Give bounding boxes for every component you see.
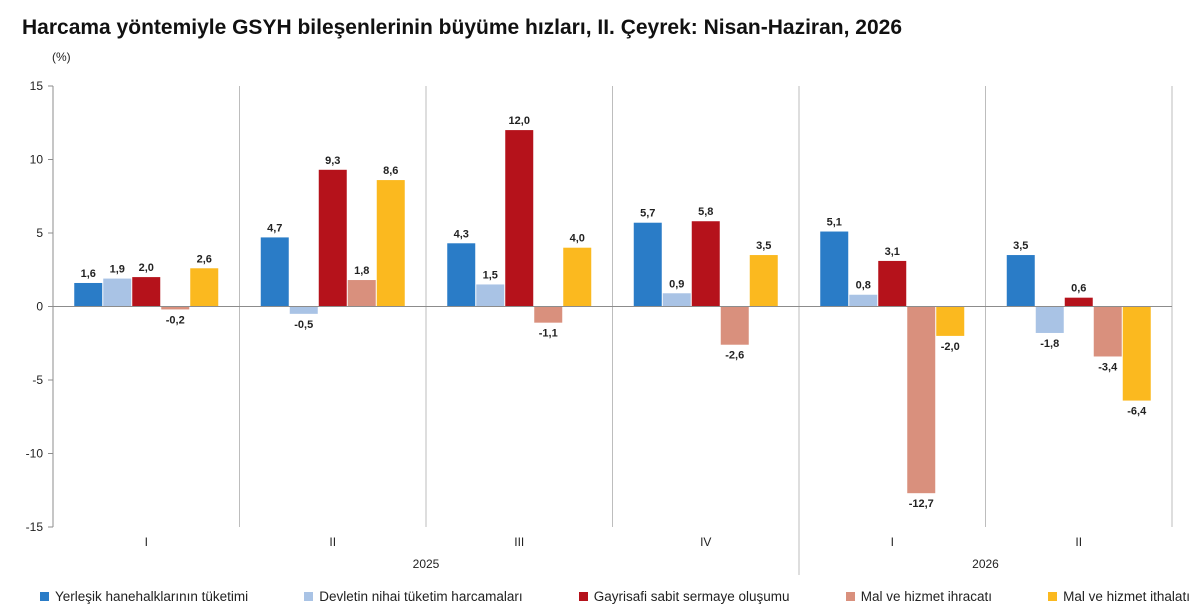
legend-swatch xyxy=(578,592,588,601)
legend-swatch xyxy=(1048,592,1058,601)
bar xyxy=(633,222,662,307)
bar-data-label: 1,5 xyxy=(483,269,498,281)
bar xyxy=(662,293,691,307)
chart-title: Harcama yöntemiyle GSYH bileşenlerinin b… xyxy=(22,16,903,39)
bar xyxy=(1006,255,1035,307)
legend-swatch xyxy=(304,592,314,601)
bar-data-label: 0,8 xyxy=(856,280,871,292)
bar-data-label: 0,6 xyxy=(1071,283,1086,295)
bar xyxy=(289,306,318,314)
legend-label: Gayrisafi sabit sermaye oluşumu xyxy=(593,589,790,604)
bar-data-label: 3,5 xyxy=(756,240,771,252)
year-label: 2025 xyxy=(413,557,440,571)
bar-data-label: -3,4 xyxy=(1098,361,1118,373)
bar-data-label: -2,0 xyxy=(941,341,960,353)
bar xyxy=(132,277,161,307)
bar-data-label: 1,9 xyxy=(110,264,125,276)
y-tick-label: -15 xyxy=(26,520,44,534)
bar-data-label: -6,4 xyxy=(1127,406,1147,418)
y-tick-label: 10 xyxy=(30,153,44,167)
bar-data-label: -0,5 xyxy=(294,319,313,331)
legend-item: Gayrisafi sabit sermaye oluşumu xyxy=(578,589,790,604)
bar xyxy=(534,306,563,323)
legend-item: Mal ve hizmet ithalatı xyxy=(1048,589,1190,604)
legend-swatch xyxy=(40,592,49,601)
bar xyxy=(820,231,849,307)
bar xyxy=(691,221,720,307)
chart-legend: Yerleşik hanehalklarının tüketimi Devleti… xyxy=(40,589,1190,604)
legend-label: Yerleşik hanehalklarının tüketimi xyxy=(55,589,249,604)
bar xyxy=(103,278,132,307)
legend-swatch xyxy=(845,592,855,601)
bar-data-label: -0,2 xyxy=(166,314,185,326)
bar xyxy=(190,268,219,307)
bar xyxy=(74,282,103,307)
bar-data-label: -12,7 xyxy=(909,498,934,510)
legend-label: Devletin nihai tüketim harcamaları xyxy=(319,589,523,604)
bar-data-label: 12,0 xyxy=(509,115,530,127)
bar xyxy=(447,243,476,307)
bar-data-label: 1,8 xyxy=(354,265,369,277)
bar xyxy=(563,247,592,307)
year-label: 2026 xyxy=(972,557,999,571)
bar-data-label: 8,6 xyxy=(383,165,398,177)
legend-item: Mal ve hizmet ihracatı xyxy=(845,589,992,604)
y-tick-label: -5 xyxy=(32,373,43,387)
y-tick-label: -10 xyxy=(26,447,44,461)
x-category-label: II xyxy=(329,535,336,549)
bar xyxy=(878,260,907,307)
bar xyxy=(505,130,534,307)
bar xyxy=(849,294,878,307)
bar-data-label: 2,0 xyxy=(139,262,154,274)
bar-data-label: 4,7 xyxy=(267,222,282,234)
x-category-label: I xyxy=(145,535,148,549)
bar xyxy=(1093,306,1122,357)
bar-data-label: 9,3 xyxy=(325,155,340,167)
bar-data-label: 4,3 xyxy=(454,228,469,240)
y-tick-label: 5 xyxy=(36,226,43,240)
legend-item: Yerleşik hanehalklarının tüketimi xyxy=(40,589,248,604)
legend-label: Mal ve hizmet ihracatı xyxy=(860,589,992,604)
y-tick-label: 0 xyxy=(36,300,43,314)
legend-item: Devletin nihai tüketim harcamaları xyxy=(304,589,523,604)
bar xyxy=(260,237,289,307)
bar xyxy=(720,306,749,345)
bar-data-label: 4,0 xyxy=(570,233,585,245)
bar-data-label: 0,9 xyxy=(669,278,684,290)
y-axis-unit-label: (%) xyxy=(52,50,71,64)
bar-chart: 15 10 5 0 -5 -10 -15 1,6 4,7 4,3 5,7 5,1 3,5 1,9 -0,5 1… xyxy=(26,79,1173,575)
bar-data-label: 2,6 xyxy=(197,253,212,265)
bar xyxy=(347,280,376,307)
x-category-label: IV xyxy=(700,535,711,549)
bar xyxy=(936,306,965,336)
bar xyxy=(1064,297,1093,307)
bar-data-label: 3,1 xyxy=(885,246,900,258)
bar-data-label: 3,5 xyxy=(1013,240,1028,252)
bar xyxy=(749,255,778,307)
bar-data-label: 5,8 xyxy=(698,206,713,218)
y-tick-label: 15 xyxy=(30,79,44,93)
bar-data-label: 5,7 xyxy=(640,208,655,220)
bar-data-label: 1,6 xyxy=(81,268,96,280)
x-category-label: I xyxy=(891,535,894,549)
bar xyxy=(161,306,190,310)
x-category-label: III xyxy=(514,535,524,549)
bar xyxy=(376,180,405,307)
bar-data-label: -1,8 xyxy=(1040,338,1059,350)
bar-data-label: 5,1 xyxy=(827,217,842,229)
legend-label: Mal ve hizmet ithalatı xyxy=(1063,589,1190,604)
bar xyxy=(1122,306,1151,401)
bar-data-label: -1,1 xyxy=(539,328,558,340)
bar xyxy=(907,306,936,494)
bar xyxy=(318,169,347,307)
bar-data-label: -2,6 xyxy=(725,350,744,362)
x-category-label: II xyxy=(1075,535,1082,549)
bar xyxy=(1035,306,1064,333)
bar xyxy=(476,284,505,307)
